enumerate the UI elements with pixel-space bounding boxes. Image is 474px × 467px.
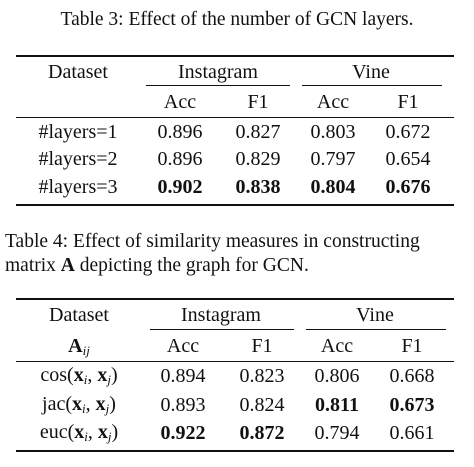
table4-cell: 0.811 [315, 394, 359, 416]
table4-cell: 0.794 [314, 422, 360, 444]
table4-caption: Table 4: Effect of similarity measures i… [5, 230, 469, 278]
table4-metric-acc-instagram: Acc [166, 335, 200, 357]
table3-cell: 0.896 [157, 121, 203, 143]
index-j: j [107, 372, 111, 387]
table3-cell: 0.676 [385, 176, 431, 198]
similarity-function: euc [39, 421, 68, 443]
table3-caption: Table 3: Effect of the number of GCN lay… [60, 9, 414, 30]
table3-cell: 0.838 [235, 176, 281, 198]
table4-bottom-rule [16, 450, 454, 452]
table3-cell: 0.829 [235, 148, 281, 170]
table3-metric-acc-instagram: Acc [163, 91, 197, 113]
table4-row-label: euc(xi, xj) [39, 421, 119, 444]
table3-cell: 0.902 [157, 176, 203, 198]
table3-metric-acc-vine: Acc [316, 91, 350, 113]
index-i: i [82, 401, 86, 416]
table4-group-vine: Vine [356, 304, 394, 326]
table4-metric-acc-vine: Acc [320, 335, 354, 357]
table4-row-label: cos(xi, xj) [40, 364, 118, 387]
table3-instagram-underline [146, 85, 290, 86]
index-j: j [107, 429, 112, 444]
table4-metric-f1-vine: F1 [401, 335, 423, 357]
table4-row-label: jac(xi, xj) [42, 393, 116, 416]
similarity-function: jac [42, 393, 66, 415]
index-i: i [84, 429, 88, 444]
vector-symbol: x [72, 393, 83, 415]
table4-cell: 0.872 [239, 422, 285, 444]
table4-cell: 0.661 [389, 422, 435, 444]
table3-row-label: #layers=1 [38, 121, 118, 143]
table4-cell: 0.806 [314, 365, 360, 387]
table4-cell: 0.823 [239, 365, 285, 387]
table3-group-instagram: Instagram [178, 61, 258, 83]
table3-top-rule [16, 55, 454, 57]
table4-metric-f1-instagram: F1 [251, 335, 273, 357]
table4-cell: 0.824 [239, 394, 285, 416]
table3-dataset-header: Dataset [48, 61, 108, 83]
similarity-function: cos [40, 364, 68, 386]
table4-group-instagram: Instagram [181, 304, 261, 326]
index-i: i [83, 372, 88, 387]
table3-cell: 0.827 [235, 121, 281, 143]
table3-cell: 0.803 [310, 121, 356, 143]
table4-top-rule [16, 298, 454, 300]
table4-cell: 0.894 [160, 365, 206, 387]
table3-cell: 0.654 [385, 148, 431, 170]
vector-symbol: x [95, 393, 106, 415]
table4-cell: 0.922 [160, 422, 206, 444]
table3-cell: 0.896 [157, 148, 203, 170]
table3-metric-f1-vine: F1 [397, 91, 419, 113]
table4-caption-text: Table 4: Effect of similarity measures i… [5, 231, 420, 276]
table3-row-label: #layers=3 [38, 176, 118, 198]
table3-metric-f1-instagram: F1 [247, 91, 269, 113]
table3-cell: 0.672 [385, 121, 431, 143]
vector-symbol: x [73, 364, 84, 386]
table3-group-vine: Vine [352, 61, 390, 83]
table3-cell: 0.797 [310, 148, 356, 170]
table4-cell: 0.893 [160, 394, 206, 416]
table4-cell: 0.673 [389, 394, 435, 416]
table4-instagram-underline [150, 329, 294, 330]
matrix-a-subscript: ij [82, 343, 90, 358]
table4-dataset-header: Dataset [49, 304, 109, 326]
table3-bottom-rule [16, 204, 454, 206]
vector-symbol: x [74, 421, 85, 443]
vector-symbol: x [97, 421, 108, 443]
table4-mid-rule [16, 361, 454, 362]
table4-cell: 0.668 [389, 365, 435, 387]
table3-vine-underline [302, 85, 442, 86]
table4-row-header-aij: Aij [16, 334, 142, 358]
table3-cell: 0.804 [310, 176, 356, 198]
table3-row-label: #layers=2 [38, 148, 118, 170]
table3-mid-rule [16, 117, 454, 118]
vector-symbol: x [97, 364, 108, 386]
index-j: j [105, 401, 110, 416]
table4-vine-underline [306, 329, 446, 330]
matrix-a-symbol: A [68, 335, 83, 357]
